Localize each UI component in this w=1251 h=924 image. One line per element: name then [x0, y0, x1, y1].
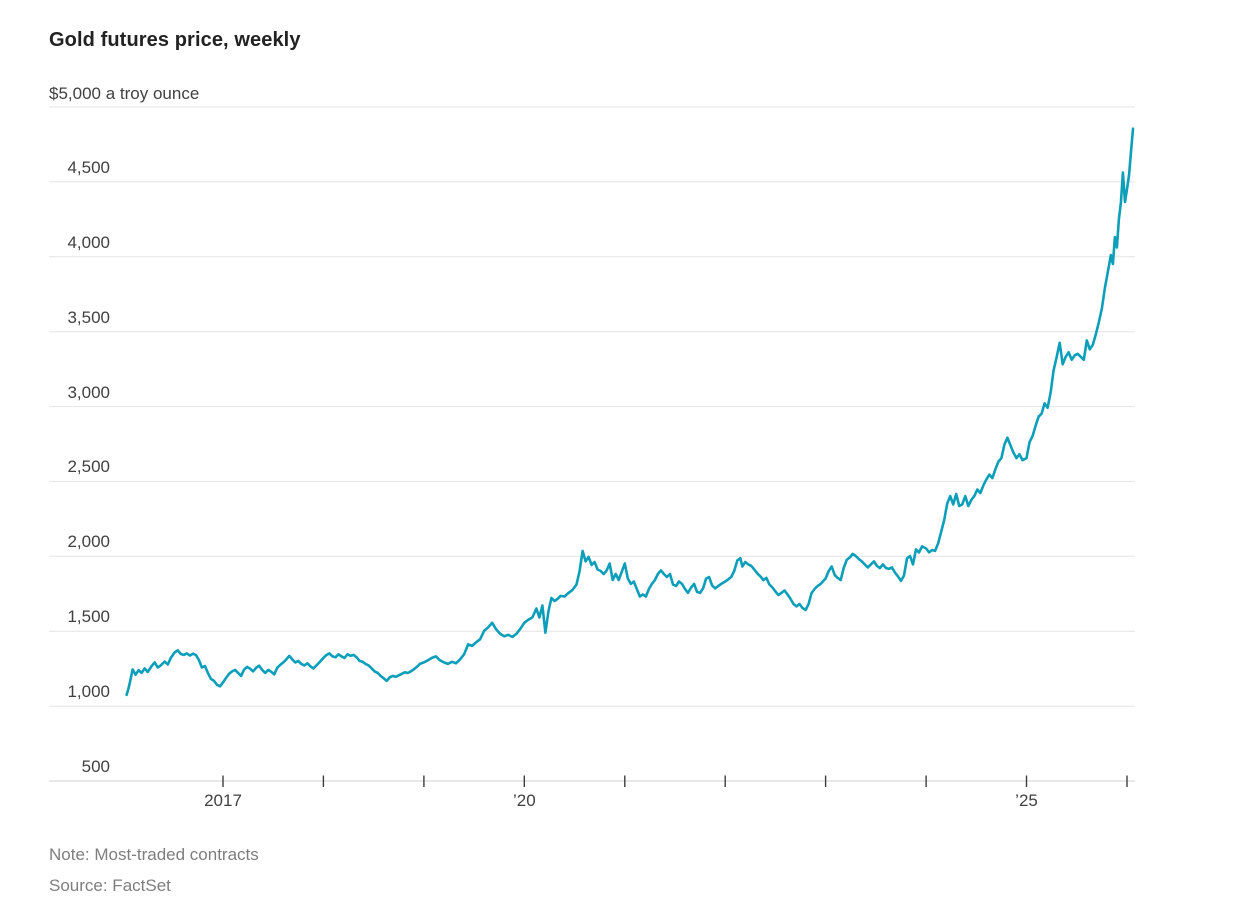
x-axis-tick-marks	[222, 775, 1128, 787]
y-axis-tick-label: 4,500	[67, 157, 110, 177]
y-axis-tick-label: 2,000	[67, 532, 110, 552]
y-axis-tick-label: 1,000	[67, 682, 110, 702]
x-axis-tick-label: 2017	[204, 791, 242, 810]
chart-source: Source: FactSet	[49, 876, 171, 895]
chart-title: Gold futures price, weekly	[49, 29, 301, 51]
y-axis-tick-label: 1,500	[67, 607, 110, 627]
y-axis-tick-label: 3,000	[67, 382, 110, 402]
x-axis-tick-label: ’25	[1015, 791, 1038, 810]
y-axis-tick-label: 4,000	[67, 232, 110, 252]
chart-note: Note: Most-traded contracts	[49, 845, 259, 864]
gridlines	[49, 106, 1135, 782]
price-line-series	[125, 127, 1135, 697]
y-axis-tick-label: 500	[81, 757, 110, 776]
y-axis-tick-label: 2,500	[67, 457, 110, 477]
y-axis-unit-label: $5,000 a troy ounce	[49, 84, 200, 103]
y-axis-tick-label: 3,500	[67, 307, 110, 327]
x-axis-tick-label: ’20	[512, 791, 536, 810]
